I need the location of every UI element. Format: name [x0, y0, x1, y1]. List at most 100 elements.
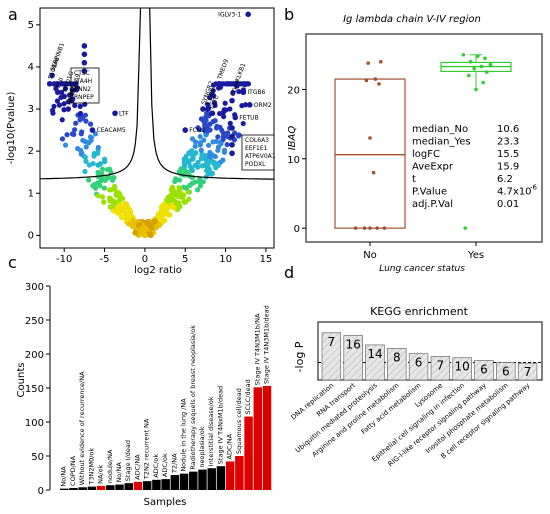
- volcano-point: [195, 187, 201, 193]
- volcano-point: [186, 196, 192, 202]
- boxplot-stat-value: 15.9: [497, 162, 519, 173]
- boxplot-stat-label: adj.P.Val: [412, 199, 453, 210]
- volcano-point: [99, 166, 106, 172]
- volcano-point: [236, 88, 242, 95]
- kegg-bar: [496, 362, 516, 381]
- boxplot-stat-value: 4.7x10: [497, 187, 532, 198]
- volcano-point: [125, 221, 132, 227]
- counts-y-tick-label: 0: [38, 486, 44, 497]
- kegg-bar-label: 16: [346, 337, 361, 351]
- counts-y-tick-label: 50: [31, 452, 44, 463]
- boxplot-point: [353, 226, 358, 230]
- volcano-point: [176, 177, 183, 183]
- boxplot-panel: Ig lambda chain V-IV region 0 10 20 No Yes m…: [287, 14, 543, 274]
- counts-bars: [60, 385, 272, 490]
- volcano-label-box-right: [241, 134, 275, 171]
- counts-category-label: ADC/ok: [161, 453, 169, 477]
- boxplot-x-tick-label: Yes: [467, 250, 484, 261]
- volcano-label-box-left: [70, 67, 100, 104]
- kegg-bar-label: 14: [367, 347, 382, 361]
- volcano-points: [46, 11, 253, 239]
- boxplot-point: [468, 59, 473, 64]
- volcano-point: [80, 137, 86, 143]
- volcano-threshold-right: [149, 7, 274, 180]
- volcano-point: [197, 142, 203, 148]
- kegg-bar-label: 10: [455, 360, 470, 374]
- volcano-point: [215, 147, 221, 153]
- volcano-point: [97, 183, 103, 189]
- volcano-point: [182, 127, 189, 133]
- volcano-point: [81, 68, 88, 74]
- kegg-bar: [474, 360, 494, 381]
- volcano-point: [82, 168, 88, 175]
- volcano-point: [232, 114, 239, 121]
- volcano-point: [229, 150, 235, 157]
- boxplot-point: [479, 64, 484, 69]
- volcano-point: [46, 80, 53, 87]
- volcano-point: [175, 189, 181, 195]
- volcano-point: [221, 147, 228, 153]
- volcano-plot: IGLV3-1CTSCLTA4HVNN2RNPEPSERPINB1S100A6F…: [6, 7, 276, 276]
- volcano-point: [211, 161, 217, 167]
- counts-category-label: ADC/NA: [226, 433, 234, 459]
- volcano-point: [81, 59, 88, 66]
- volcano-point: [97, 161, 104, 167]
- volcano-point: [192, 179, 198, 185]
- volcano-point: [77, 103, 83, 109]
- volcano-point: [123, 216, 129, 222]
- boxplot-x-label: Lung cancer status: [379, 264, 465, 274]
- counts-category-label: Without evidence of recurrence/NA: [78, 371, 86, 485]
- counts-category-label: ADC/ok: [152, 454, 160, 478]
- volcano-point: [229, 142, 235, 148]
- boxplot-stat-value: 15.5: [497, 149, 519, 160]
- counts-bar: [179, 473, 189, 490]
- volcano-point: [50, 110, 56, 116]
- volcano-threshold-left: [39, 7, 142, 180]
- counts-bar: [124, 483, 134, 490]
- volcano-point: [200, 106, 206, 112]
- counts-bar: [244, 416, 253, 490]
- volcano-point: [116, 209, 122, 215]
- volcano-point: [201, 137, 207, 143]
- volcano-point: [71, 127, 78, 133]
- volcano-point: [78, 151, 84, 157]
- boxplot-stat-value: 6.2: [497, 174, 513, 185]
- boxplot-y-tick-label: 10: [287, 155, 300, 166]
- volcano-point: [86, 140, 92, 146]
- volcano-gene-label: COL6A3: [245, 137, 269, 144]
- boxplot-point: [375, 226, 380, 230]
- volcano-point: [243, 81, 249, 87]
- volcano-point: [168, 187, 175, 193]
- kegg-bar: [408, 353, 429, 381]
- volcano-point: [227, 106, 233, 112]
- volcano-frame: [39, 7, 275, 249]
- volcano-point: [168, 202, 174, 208]
- volcano-gene-label: PODXL: [245, 161, 266, 168]
- volcano-gene-label: FLII: [55, 77, 65, 89]
- volcano-point: [99, 171, 105, 177]
- volcano-point: [104, 175, 110, 181]
- volcano-point: [78, 131, 84, 137]
- counts-bar: [207, 468, 216, 490]
- volcano-point: [54, 89, 61, 96]
- volcano-point: [198, 116, 205, 122]
- volcano-point: [224, 81, 230, 87]
- volcano-point: [200, 179, 206, 185]
- volcano-point: [225, 134, 231, 140]
- counts-category-label: nodule/NA: [106, 449, 114, 483]
- counts-bar: [152, 479, 161, 490]
- counts-bar: [60, 488, 69, 490]
- volcano-gene-label: RNPEP: [74, 94, 94, 101]
- volcano-point: [90, 183, 97, 189]
- counts-bar: [78, 487, 87, 490]
- counts-bar: [170, 475, 180, 490]
- boxplot-point: [379, 59, 383, 64]
- boxplot-stat-value: 0.01: [497, 199, 519, 210]
- volcano-point: [221, 114, 227, 120]
- volcano-point: [83, 118, 89, 124]
- counts-y-tick-label: 300: [25, 282, 44, 293]
- volcano-point: [107, 196, 114, 202]
- volcano-point: [95, 144, 101, 151]
- volcano-point: [202, 162, 208, 168]
- boxplot-point: [364, 78, 369, 83]
